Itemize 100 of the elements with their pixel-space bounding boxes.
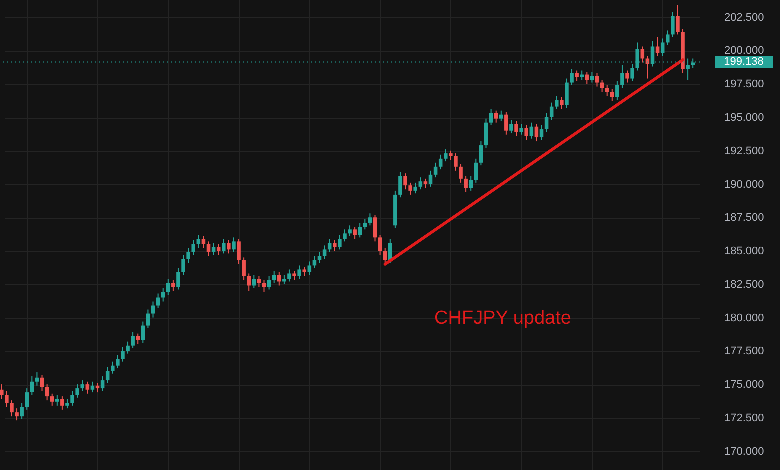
candlestick [404,173,408,190]
candlestick [630,64,634,82]
candlestick [60,396,64,410]
candlestick [358,222,362,238]
candlestick [141,321,146,344]
candlestick [5,390,9,408]
candlestick [332,240,337,252]
candlestick [237,238,241,265]
candlestick [434,162,438,178]
candlestick [544,112,549,133]
candlestick [580,70,584,81]
candlestick [222,238,226,254]
candlestick [292,270,296,281]
candlestick [565,78,569,109]
candlestick [111,361,115,374]
candlestick [560,96,564,110]
candlestick [524,125,529,141]
candlestick [252,274,256,289]
candlestick [30,376,34,396]
candlestick [373,214,378,242]
candlestick [660,38,665,57]
candlestick [676,4,680,36]
candlestick [272,270,276,284]
candlestick [282,274,286,285]
candlestick [308,261,312,276]
candlestick [100,376,105,392]
candlestick [640,46,645,64]
candlestick [540,125,544,141]
y-tick-label: 195.000 [724,112,764,124]
candlestick [428,170,433,188]
candlestick [554,96,559,110]
annotation: CHFJPY update [434,308,572,329]
candlestick [267,276,272,290]
candlestick [126,341,130,354]
candlestick [666,30,670,46]
candlestick [206,241,211,257]
candlestick [363,218,368,230]
candlestick [20,402,24,420]
candlestick [464,176,468,193]
candlestick [45,384,50,402]
candlestick [322,245,327,260]
candlestick [156,293,160,309]
y-tick-label: 175.000 [724,379,764,392]
candlestick [378,234,382,256]
candlestick [368,213,372,226]
candlestick [338,234,342,250]
candlestick [494,110,498,124]
candlestick [610,88,614,102]
candlestick [146,309,150,329]
candlestick [383,248,388,265]
y-tick-label: 197.500 [724,78,764,91]
y-tick-label: 177.500 [724,346,764,358]
candlestick [499,110,504,122]
candlestick [469,176,474,192]
candlestick [192,240,196,256]
candlestick [474,158,478,184]
candlestick [510,120,514,134]
candlestick [298,265,302,280]
candlestick [136,333,140,345]
candlestick [10,400,14,418]
candlestick [106,366,110,384]
candlestick [408,182,412,196]
ref-line-label: 199.138 [724,56,764,68]
y-tick-label: 170.000 [724,446,764,458]
candlestick [242,257,246,281]
candlestick [86,381,90,394]
candlestick [605,84,610,97]
candlestick [202,236,206,249]
candlestick [550,102,554,121]
candlestick [70,390,74,406]
candlestick [186,248,190,264]
candlestick [520,124,524,136]
y-tick-label: 172.500 [724,412,764,424]
candlestick [121,346,125,362]
candlestick [262,280,266,293]
candlestick [131,332,135,349]
candlestick [166,278,170,296]
candlestick [438,154,443,170]
candlestick [620,64,624,89]
candlestick [671,12,675,38]
candlestick [449,150,453,161]
candlestick [484,118,488,149]
candlestick [514,121,518,137]
candlestick [216,244,221,256]
y-tick-label: 182.500 [724,278,764,291]
candlestick [590,72,594,84]
y-tick-label: 185.000 [724,246,764,258]
candlestick [172,280,176,292]
candlestick [161,288,166,302]
candlestick [196,234,201,249]
candlestick [80,380,85,392]
candlestick [459,164,463,184]
candlestick [424,178,428,189]
y-tick-label: 192.500 [724,145,764,158]
candlestick [0,384,4,400]
candlestick [116,354,120,370]
candlestick [575,70,579,82]
y-tick-label: 180.000 [724,312,764,324]
candlestick [626,70,630,84]
candlestick [257,276,262,288]
